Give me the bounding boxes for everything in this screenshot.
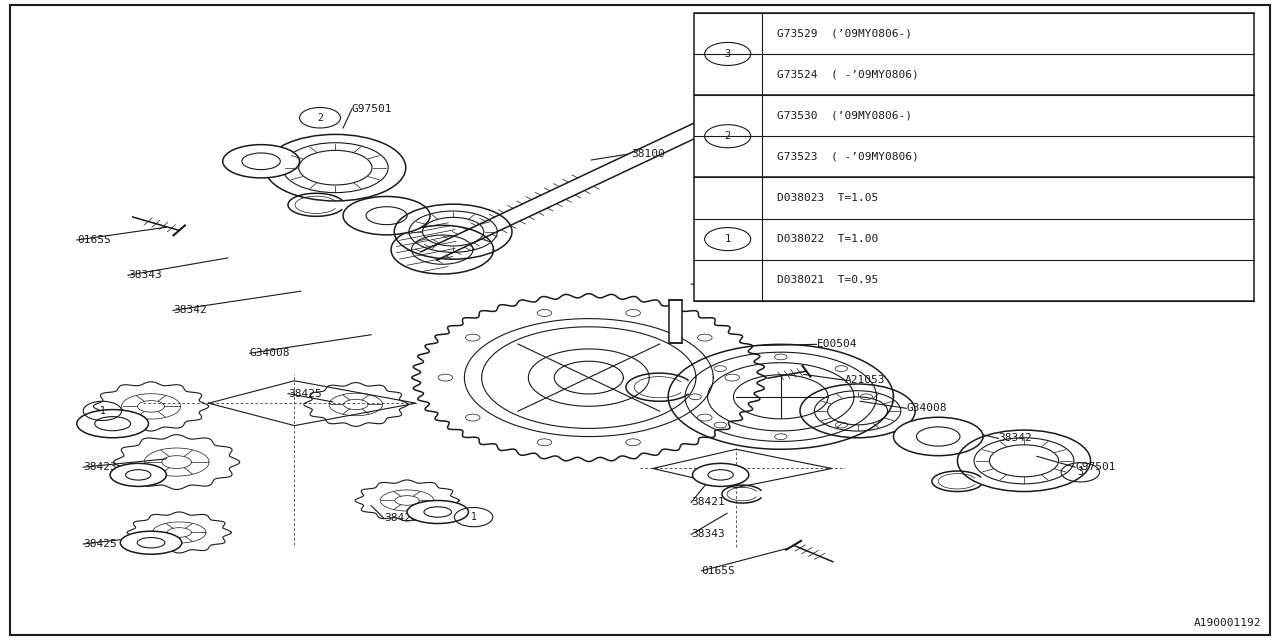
- Text: G73529  (’09MY0806-): G73529 (’09MY0806-): [777, 28, 911, 38]
- Ellipse shape: [466, 414, 480, 421]
- Text: D038021  T=0.95: D038021 T=0.95: [777, 275, 878, 285]
- Text: D038023  T=1.05: D038023 T=1.05: [777, 193, 878, 203]
- Text: 1: 1: [100, 406, 105, 416]
- Text: 38423: 38423: [83, 462, 116, 472]
- Ellipse shape: [860, 394, 873, 400]
- Text: 1: 1: [724, 234, 731, 244]
- Text: G97501: G97501: [1075, 462, 1116, 472]
- Text: A21053: A21053: [845, 375, 886, 385]
- Polygon shape: [421, 40, 884, 260]
- Text: G34008: G34008: [906, 403, 947, 413]
- Text: A190001192: A190001192: [1193, 618, 1261, 628]
- Text: 38425: 38425: [288, 388, 321, 399]
- Polygon shape: [412, 294, 765, 461]
- Ellipse shape: [893, 417, 983, 456]
- Text: G73523  ( -’09MY0806): G73523 ( -’09MY0806): [777, 152, 919, 162]
- Ellipse shape: [835, 365, 847, 371]
- FancyBboxPatch shape: [694, 13, 1254, 301]
- Text: 38342: 38342: [998, 433, 1032, 444]
- Ellipse shape: [714, 365, 727, 371]
- Text: 0165S: 0165S: [701, 566, 735, 576]
- Ellipse shape: [77, 410, 148, 438]
- Ellipse shape: [626, 439, 640, 445]
- Text: 38421: 38421: [691, 497, 724, 508]
- Text: 3: 3: [1078, 467, 1083, 477]
- Ellipse shape: [835, 422, 847, 428]
- Text: 2: 2: [317, 113, 323, 123]
- Ellipse shape: [120, 531, 182, 554]
- Ellipse shape: [110, 463, 166, 486]
- Ellipse shape: [466, 334, 480, 341]
- Ellipse shape: [438, 374, 453, 381]
- Ellipse shape: [407, 500, 468, 524]
- Ellipse shape: [689, 394, 701, 400]
- Text: G97501: G97501: [352, 104, 393, 114]
- Text: 38343: 38343: [128, 270, 161, 280]
- Ellipse shape: [538, 310, 552, 316]
- Text: 1: 1: [471, 512, 476, 522]
- Text: 38425: 38425: [83, 539, 116, 549]
- Text: G34008: G34008: [250, 348, 291, 358]
- Ellipse shape: [774, 354, 787, 360]
- Text: 38427: 38427: [737, 278, 771, 288]
- Text: G73530  (’09MY0806-): G73530 (’09MY0806-): [777, 111, 911, 121]
- Ellipse shape: [343, 196, 430, 235]
- Text: 38100: 38100: [631, 148, 664, 159]
- Text: 3: 3: [724, 49, 731, 59]
- Text: D038022  T=1.00: D038022 T=1.00: [777, 234, 878, 244]
- Text: 2: 2: [724, 131, 731, 141]
- Ellipse shape: [626, 310, 640, 316]
- Ellipse shape: [692, 463, 749, 486]
- Text: 0165S: 0165S: [77, 235, 110, 245]
- Ellipse shape: [698, 334, 712, 341]
- Ellipse shape: [223, 145, 300, 178]
- Ellipse shape: [724, 374, 740, 381]
- Text: G73524  ( -’09MY0806): G73524 ( -’09MY0806): [777, 70, 919, 79]
- Text: 38343: 38343: [691, 529, 724, 540]
- Ellipse shape: [714, 422, 727, 428]
- Ellipse shape: [538, 439, 552, 445]
- FancyBboxPatch shape: [669, 300, 682, 343]
- Polygon shape: [668, 344, 893, 449]
- Polygon shape: [392, 225, 494, 274]
- Ellipse shape: [698, 414, 712, 421]
- Text: 38423: 38423: [384, 513, 417, 524]
- Ellipse shape: [774, 434, 787, 440]
- Text: E00504: E00504: [817, 339, 858, 349]
- Text: 38342: 38342: [173, 305, 206, 316]
